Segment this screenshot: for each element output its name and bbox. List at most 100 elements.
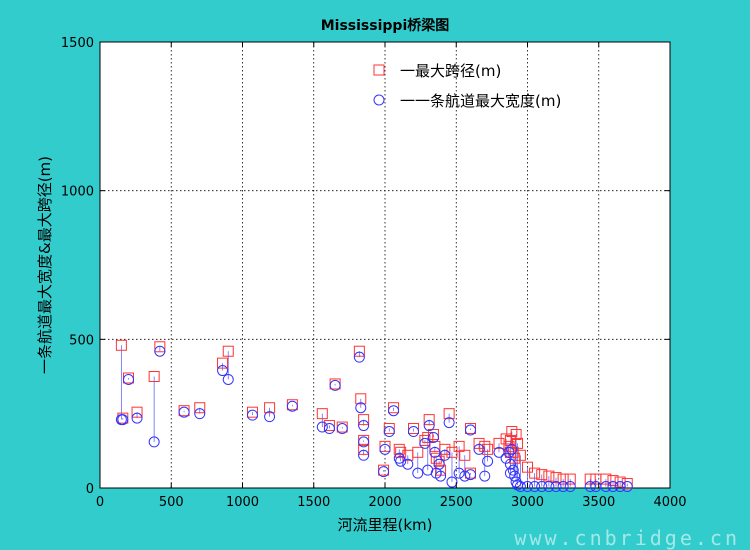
max-span-point [383,423,395,435]
max-span-point [482,443,494,455]
y-axis-title: 一条航道最大宽度&最大跨径(m) [36,156,54,374]
channel-width-point [323,423,335,435]
max-span-point [584,473,596,485]
x-tick-label: 3000 [511,495,544,510]
channel-width-point [329,379,341,391]
channel-width-point [614,481,626,493]
max-span-point [246,406,258,418]
max-span-point [217,357,229,369]
max-span-point [427,428,439,440]
max-span-point [514,449,526,461]
grid-lines [100,42,670,488]
channel-width-point [433,458,445,470]
channel-width-point [621,481,633,493]
channel-width-point [402,458,414,470]
max-span-point [510,428,522,440]
max-span-point [353,345,365,357]
channel-width-point [504,458,516,470]
x-tick-label: 1000 [226,495,259,510]
channel-width-point [117,414,129,426]
channel-width-point [316,421,328,433]
channel-width-point [408,426,419,438]
x-tick-label: 4000 [653,495,686,510]
max-span-point [443,408,455,420]
legend: 一最大跨径(m) 一一条航道最大宽度(m) [373,62,561,110]
max-span-point [439,443,451,455]
max-span-point [473,437,485,449]
channel-width-point [584,481,596,493]
channel-width-point [550,481,562,493]
max-span-point [564,473,576,485]
max-span-point [423,414,435,426]
channel-width-point [246,409,258,421]
channel-width-point [388,405,400,417]
max-span-point [222,345,234,357]
x-tick-label: 2500 [440,495,473,510]
channel-width-point [500,452,512,464]
max-span-point [422,431,434,443]
max-span-point [323,420,335,432]
channel-width-point [465,424,476,436]
channel-width-point [507,464,519,476]
channel-width-point [529,481,541,493]
max-span-point [412,446,424,458]
max-span-point [529,467,541,479]
series-markers [115,339,633,493]
max-span-point [388,402,400,414]
max-span-point [408,423,419,435]
channel-width-point [222,373,234,385]
x-tick-label: 1500 [297,495,330,510]
max-span-point [446,446,458,458]
channel-width-point [514,481,526,493]
channel-width-point [564,481,576,493]
x-tick-label: 3500 [582,495,615,510]
max-span-point [503,440,515,452]
channel-width-point [358,449,370,461]
channel-width-point [123,373,134,385]
y-tick-label: 1500 [61,36,94,51]
channel-width-point [378,466,390,478]
max-span-point [154,341,166,353]
channel-width-point [503,446,515,458]
channel-width-point [459,470,471,482]
max-span-point [358,414,370,426]
watermark: www.cnbridge.cn [514,526,740,550]
channel-width-point [336,423,348,435]
channel-width-point [435,470,447,482]
channel-width-point [217,365,229,377]
max-span-point [194,402,206,414]
max-span-point [479,440,491,452]
channel-width-point [427,431,439,443]
channel-width-point [443,417,455,429]
channel-width-point [355,402,367,414]
channel-width-point [465,469,476,481]
max-span-point [506,426,518,438]
channel-width-point [557,481,569,493]
channel-width-point [423,420,435,432]
max-span-point [115,339,127,351]
channel-width-point [131,412,143,424]
max-span-point [316,408,328,420]
channel-width-point [178,406,190,418]
channel-width-point [543,481,555,493]
max-span-point [358,443,370,455]
x-tick-label: 0 [96,495,104,510]
channel-width-point [264,411,276,423]
max-span-point [504,434,516,446]
channel-width-point [536,481,548,493]
channel-width-point [148,436,160,448]
channel-width-point [522,481,533,493]
y-tick-label: 1000 [61,185,94,200]
max-span-point [393,443,405,455]
channel-width-point [383,426,395,438]
channel-width-point [286,400,298,412]
channel-width-point [482,455,494,467]
chart-title: Mississippi桥梁图 [321,17,450,34]
channel-width-point [446,476,458,488]
x-axis-title: 河流里程(km) [337,516,432,534]
max-span-point [557,473,569,485]
max-span-point [355,393,367,405]
channel-width-point [429,446,441,458]
channel-width-point [479,470,491,482]
